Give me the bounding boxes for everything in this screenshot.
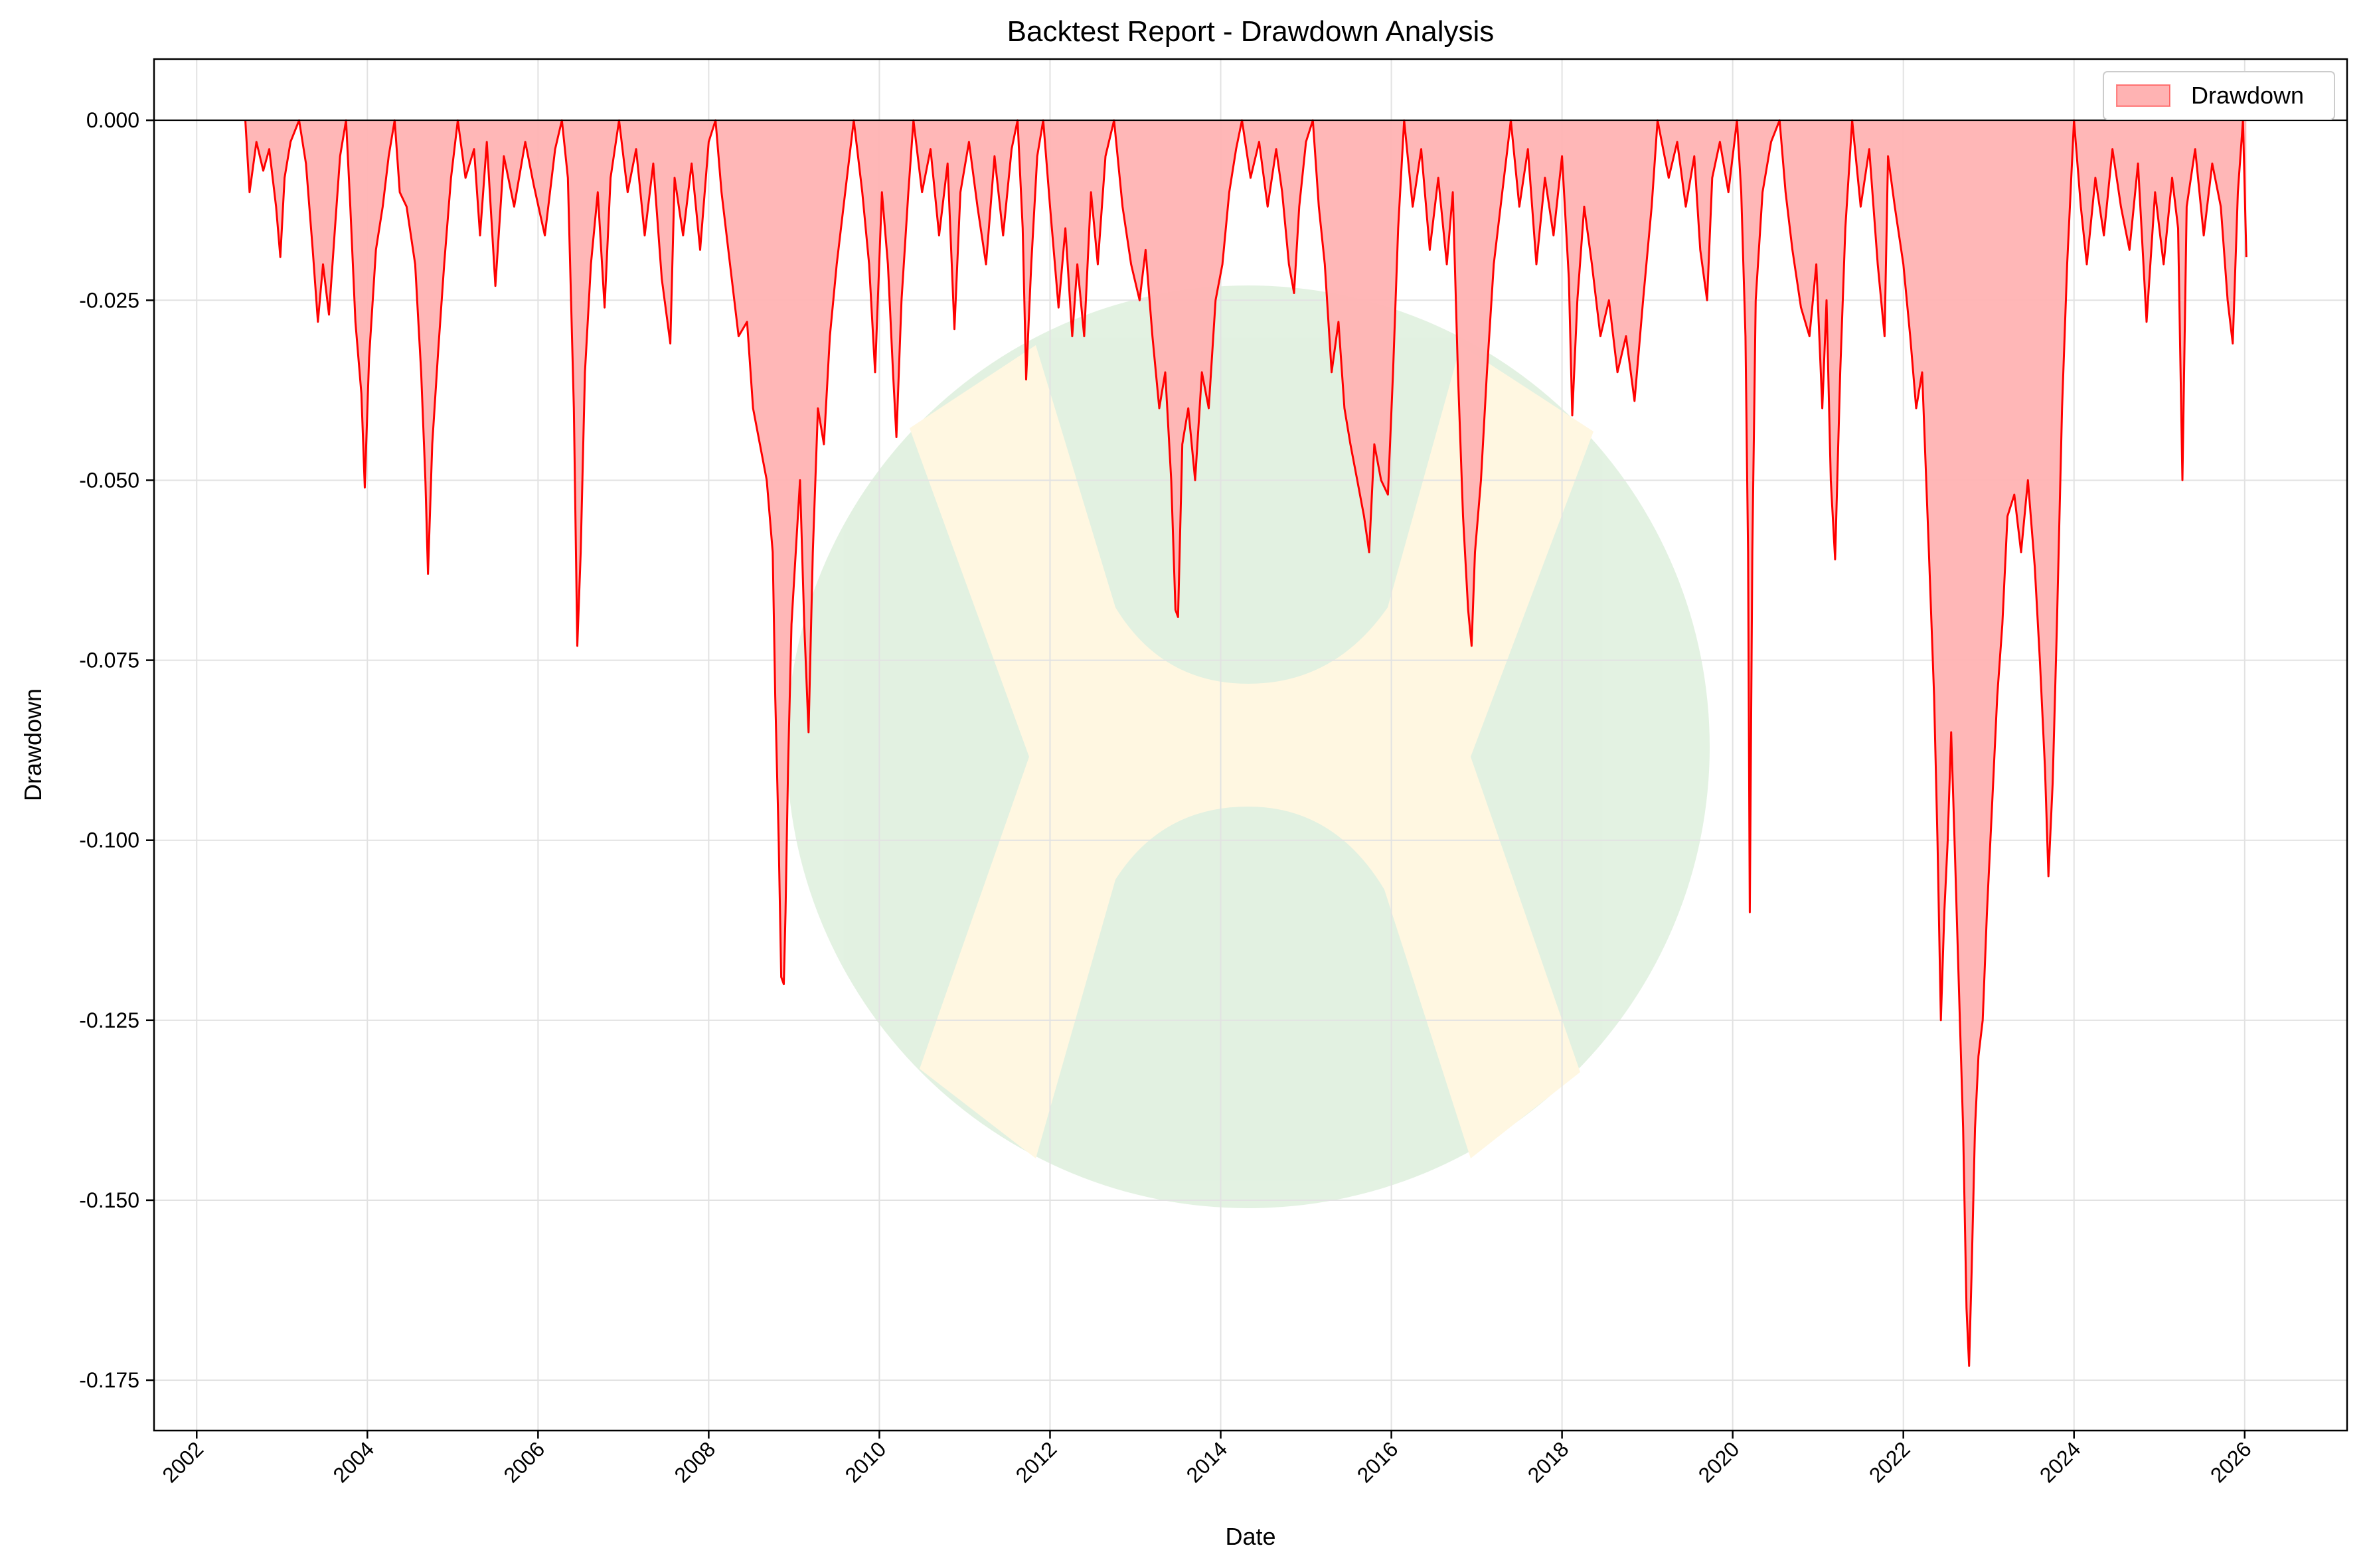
y-axis-label: Drawdown [19, 688, 46, 801]
legend-label-drawdown: Drawdown [2191, 82, 2304, 109]
y-tick-label: -0.075 [79, 649, 139, 672]
x-axis-label: Date [1225, 1523, 1275, 1550]
y-tick-label: -0.050 [79, 468, 139, 492]
plot-area [244, 119, 2247, 1367]
chart-title: Backtest Report - Drawdown Analysis [1007, 15, 1495, 48]
y-tick-label: 0.000 [86, 108, 139, 132]
y-tick-label: -0.025 [79, 288, 139, 312]
watermark-logo [787, 285, 1710, 1208]
y-tick-label: -0.150 [79, 1188, 139, 1212]
legend-swatch-drawdown [2116, 84, 2170, 107]
watermark-x-mark [910, 345, 1593, 1158]
legend: Drawdown [2103, 71, 2335, 120]
drawdown-line [244, 119, 2247, 1367]
axes-frame [153, 58, 2348, 1432]
y-tick-label: -0.100 [79, 828, 139, 852]
y-axis: 0.000 -0.025 -0.050 -0.075 -0.100 -0.125 -0.15… [79, 108, 154, 1392]
y-tick-label: -0.125 [79, 1008, 139, 1032]
y-tick-label: -0.175 [79, 1368, 139, 1392]
legend-box [2103, 71, 2335, 120]
